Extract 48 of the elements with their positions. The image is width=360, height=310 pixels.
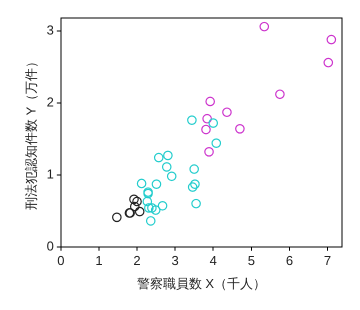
x-axis-title: 警察職員数 X（千人） — [136, 276, 266, 291]
point — [134, 206, 144, 216]
point — [190, 179, 200, 190]
x-tick-label: 5 — [248, 253, 255, 268]
point — [130, 202, 140, 212]
point — [146, 216, 156, 226]
point — [259, 22, 270, 32]
x-tick-label: 4 — [210, 253, 217, 268]
point — [136, 178, 146, 188]
point — [189, 164, 199, 174]
point — [208, 118, 218, 128]
point — [187, 115, 197, 125]
point — [154, 152, 164, 162]
x-tick-label: 6 — [286, 253, 294, 268]
point — [222, 107, 232, 118]
x-tick-label: 1 — [95, 253, 103, 268]
point — [112, 212, 122, 222]
point — [191, 198, 201, 208]
x-tick-label: 2 — [133, 253, 141, 268]
point — [147, 203, 157, 213]
point — [162, 162, 172, 172]
point — [202, 114, 212, 124]
point — [163, 150, 173, 160]
y-tick-label: 2 — [46, 94, 54, 110]
y-tick-label: 3 — [46, 22, 54, 38]
point — [204, 147, 214, 157]
point — [142, 196, 152, 206]
point — [129, 194, 139, 204]
point — [152, 179, 162, 190]
point — [275, 89, 285, 100]
point — [150, 205, 160, 215]
point — [144, 203, 154, 213]
point — [201, 124, 211, 134]
x-tick-label: 0 — [57, 253, 64, 268]
point — [211, 138, 222, 148]
y-tick-label: 0 — [46, 238, 54, 254]
y-axis-title: 刑法犯認知件数 Y（万件） — [23, 54, 38, 210]
point — [326, 34, 336, 44]
y-tick-label: 1 — [46, 166, 54, 182]
point — [205, 96, 215, 106]
point — [235, 124, 245, 134]
x-tick-label: 3 — [172, 253, 179, 268]
x-tick-label: 7 — [324, 253, 332, 268]
point — [132, 196, 142, 206]
point — [158, 200, 168, 211]
point — [188, 182, 198, 192]
point — [166, 171, 176, 182]
point — [323, 58, 334, 68]
